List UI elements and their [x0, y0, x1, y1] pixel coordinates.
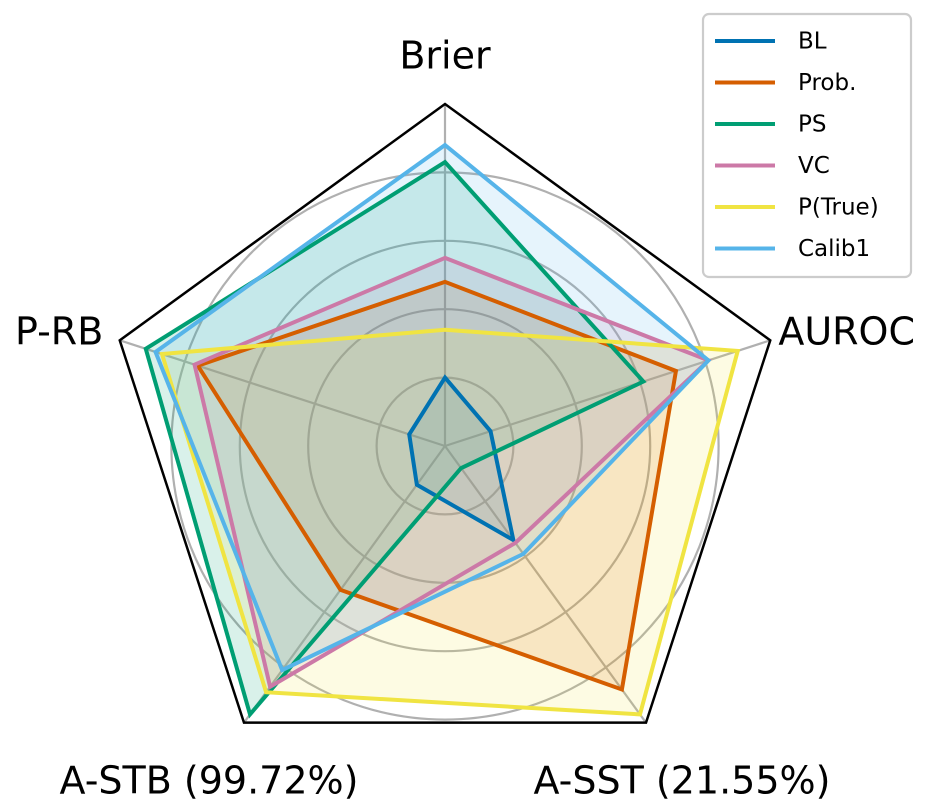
radar-grid — [118, 102, 772, 724]
legend-label-vc: VC — [798, 153, 830, 179]
series-fill-bl — [409, 377, 514, 541]
axis-label-p-rb: P-RB — [15, 310, 103, 354]
series-fill-calib1 — [155, 145, 709, 671]
axis-label-brier: Brier — [399, 34, 491, 78]
axis-label-a-stb-99-72: A-STB (99.72%) — [60, 759, 359, 803]
series-fill-p-true — [162, 329, 738, 715]
spoke-auroc — [444, 339, 771, 448]
legend-label-calib1: Calib1 — [798, 236, 870, 262]
spoke-p-rb — [119, 339, 446, 448]
series-line-ps — [143, 159, 647, 719]
series-fills — [145, 145, 738, 715]
legend: BL Prob. PS VC P(True) Calib1 — [701, 12, 913, 279]
radar-frame — [118, 102, 772, 724]
legend-label-p-true: P(True) — [798, 195, 879, 221]
series-fill-prob — [197, 281, 676, 690]
axis-labels: Brier AUROC A-SST (21.55%) A-STB (99.72%) P-… — [15, 34, 915, 803]
axis-label-a-sst-21-55: A-SST (21.55%) — [534, 759, 831, 803]
series-lines — [143, 142, 741, 719]
spoke-a-stb-99-72 — [243, 445, 446, 724]
legend-label-prob: Prob. — [798, 70, 856, 96]
series-line-prob — [194, 279, 679, 693]
legend-label-ps: PS — [798, 112, 826, 138]
legend-box — [701, 12, 913, 279]
series-fill-vc — [194, 257, 709, 687]
series-line-calib1 — [153, 142, 712, 673]
spoke-a-sst-21-55 — [444, 445, 647, 724]
series-fill-ps — [145, 162, 644, 715]
legend-label-bl: BL — [798, 29, 827, 55]
series-line-p-true — [159, 327, 741, 717]
series-line-bl — [407, 374, 517, 545]
axis-label-auroc: AUROC — [778, 310, 915, 354]
